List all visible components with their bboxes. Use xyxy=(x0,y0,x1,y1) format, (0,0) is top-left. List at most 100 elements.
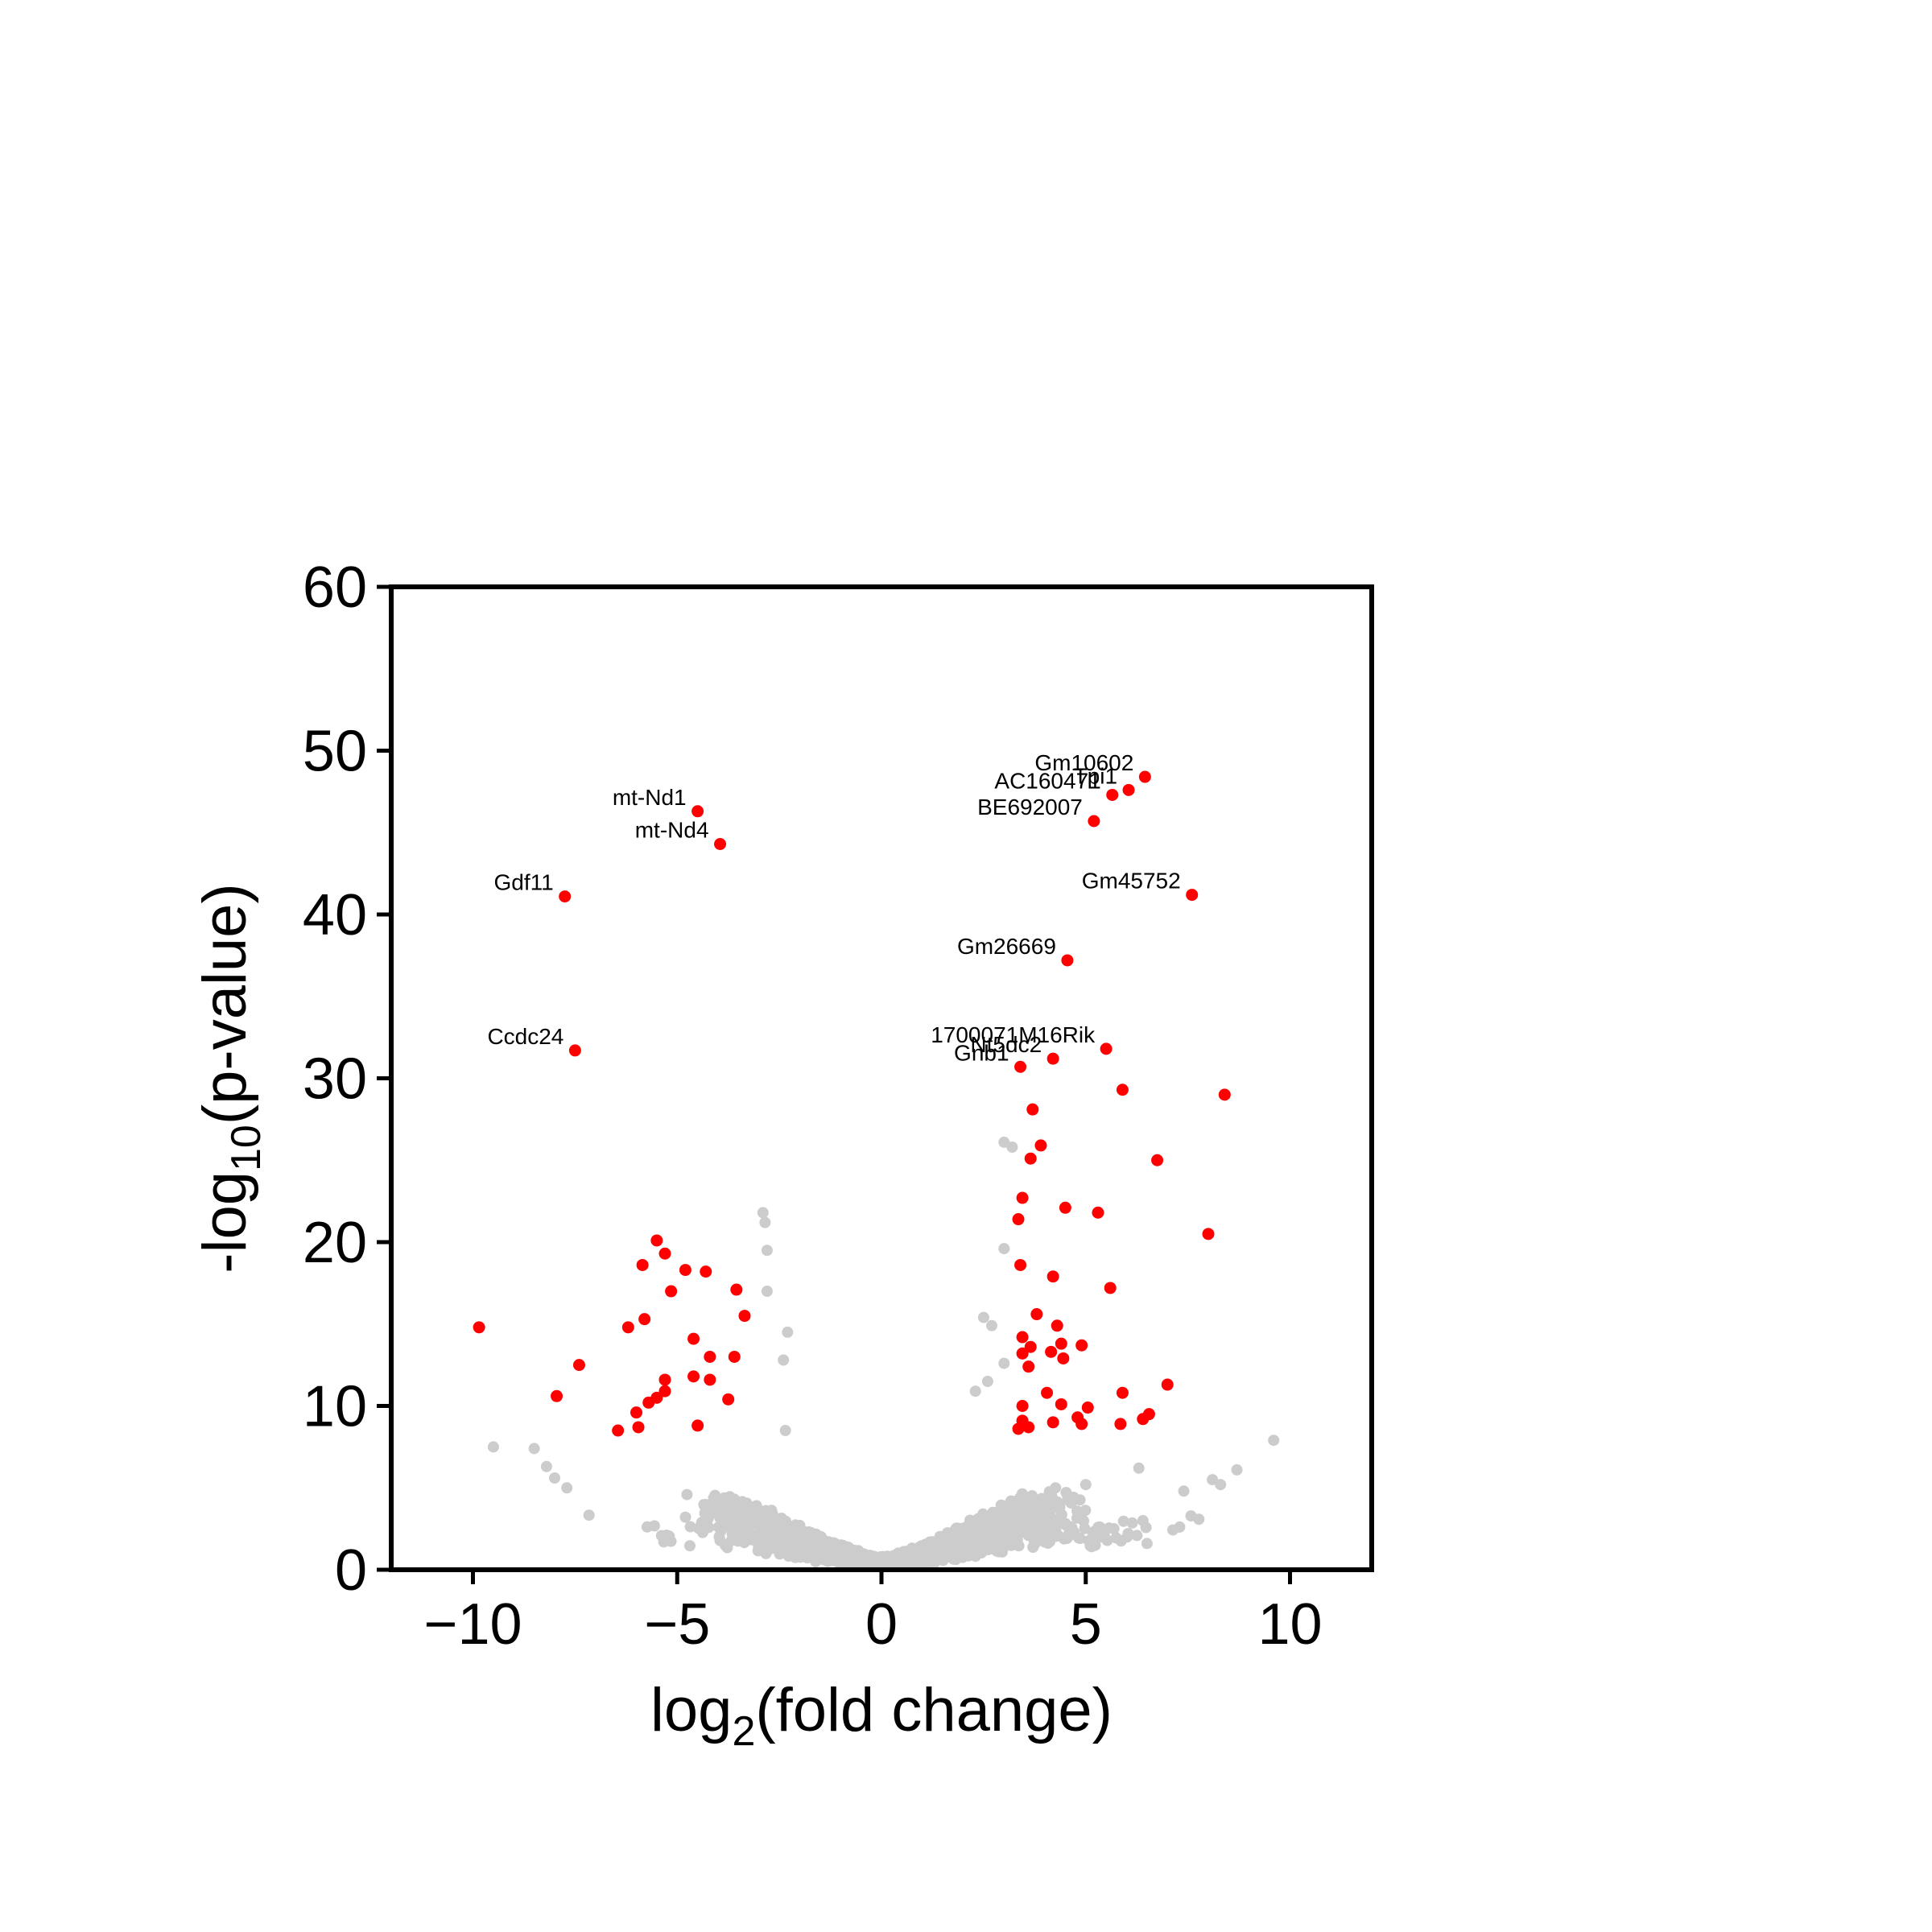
non-significant-point xyxy=(1268,1435,1280,1447)
non-significant-point xyxy=(968,1527,980,1539)
significant-point xyxy=(665,1285,678,1298)
non-significant-point xyxy=(998,1136,1010,1148)
non-significant-point xyxy=(774,1538,786,1550)
labeled-gene-point xyxy=(1046,1052,1059,1065)
non-significant-point xyxy=(868,1557,880,1569)
non-significant-point xyxy=(703,1507,715,1519)
significant-point xyxy=(658,1385,671,1397)
significant-point xyxy=(1024,1340,1037,1353)
labeled-gene-point xyxy=(559,890,572,903)
non-significant-point xyxy=(990,1534,1002,1546)
significant-point xyxy=(1046,1270,1059,1283)
non-significant-point xyxy=(1041,1506,1053,1518)
significant-point xyxy=(1041,1386,1054,1399)
significant-point xyxy=(704,1350,716,1363)
labeled-gene-point xyxy=(1122,783,1135,796)
gene-label: Tpi1 xyxy=(1074,763,1117,788)
non-significant-point xyxy=(757,1207,769,1219)
non-significant-point xyxy=(759,1216,771,1228)
gene-label: mt-Nd4 xyxy=(635,817,709,842)
non-significant-point xyxy=(980,1525,993,1538)
x-tick-label: 0 xyxy=(865,1592,898,1657)
non-significant-point xyxy=(851,1547,863,1559)
non-significant-point xyxy=(986,1319,997,1331)
significant-point xyxy=(1045,1345,1058,1358)
non-significant-point xyxy=(721,1509,733,1521)
significant-point xyxy=(1051,1319,1063,1332)
non-significant-point xyxy=(803,1526,815,1538)
significant-point xyxy=(1034,1139,1047,1152)
non-significant-point xyxy=(684,1540,696,1552)
significant-point xyxy=(1116,1386,1129,1399)
gene-label: mt-Nd1 xyxy=(613,785,687,810)
significant-point xyxy=(738,1310,751,1323)
labeled-gene-point xyxy=(1100,1042,1113,1055)
gene-label: Gnb1 xyxy=(954,1040,1009,1065)
significant-point xyxy=(612,1424,625,1437)
non-significant-point xyxy=(761,1286,773,1297)
non-significant-point xyxy=(786,1534,797,1546)
non-significant-point xyxy=(658,1536,670,1548)
non-significant-point xyxy=(1063,1530,1075,1542)
non-significant-point xyxy=(721,1542,733,1554)
significant-point xyxy=(642,1396,655,1409)
non-significant-point xyxy=(1185,1510,1197,1522)
non-significant-point xyxy=(769,1513,781,1525)
gene-label: Gdf11 xyxy=(493,870,553,895)
significant-point xyxy=(700,1265,712,1278)
gene-label: Gm26669 xyxy=(957,934,1056,959)
gene-label: BE692007 xyxy=(977,795,1083,819)
non-significant-point xyxy=(928,1557,940,1569)
non-significant-point xyxy=(540,1460,552,1472)
non-significant-point xyxy=(528,1443,540,1455)
non-significant-point xyxy=(761,1245,773,1257)
significant-point xyxy=(632,1421,645,1434)
non-significant-point xyxy=(583,1509,595,1521)
significant-point xyxy=(638,1313,651,1326)
non-significant-point xyxy=(1028,1538,1040,1550)
significant-point xyxy=(1024,1152,1037,1165)
significant-point xyxy=(1016,1191,1029,1204)
significant-point xyxy=(1161,1378,1174,1391)
non-significant-point xyxy=(1141,1538,1153,1550)
non-significant-point xyxy=(1048,1525,1060,1538)
significant-point xyxy=(1030,1308,1043,1321)
non-significant-point xyxy=(756,1513,768,1525)
non-significant-point xyxy=(782,1326,794,1338)
significant-point xyxy=(1055,1397,1067,1410)
non-significant-point xyxy=(1050,1482,1062,1494)
y-tick-label: 20 xyxy=(303,1211,367,1275)
non-significant-point xyxy=(714,1534,726,1546)
labeled-gene-point xyxy=(1088,815,1100,828)
significant-point xyxy=(1075,1418,1088,1430)
significant-points xyxy=(473,770,1231,1437)
non-significant-point xyxy=(1117,1515,1129,1527)
significant-point xyxy=(650,1234,663,1247)
significant-point xyxy=(1116,1084,1129,1096)
significant-point xyxy=(1012,1213,1025,1226)
non-significant-point xyxy=(1103,1522,1115,1534)
y-tick-label: 50 xyxy=(303,720,367,784)
non-significant-point xyxy=(1178,1485,1190,1497)
y-tick-label: 40 xyxy=(303,883,367,947)
significant-point xyxy=(658,1373,671,1386)
gene-label: Gm10602 xyxy=(1034,750,1133,775)
non-significant-point xyxy=(782,1521,795,1534)
non-significant-point xyxy=(937,1535,949,1547)
significant-point xyxy=(1114,1418,1127,1430)
non-significant-point xyxy=(1061,1520,1073,1532)
non-significant-point xyxy=(696,1526,708,1538)
non-significant-point xyxy=(1001,1517,1013,1529)
non-significant-point xyxy=(1006,1141,1018,1153)
significant-point xyxy=(630,1406,642,1419)
significant-point xyxy=(1151,1154,1164,1166)
significant-point xyxy=(1012,1422,1025,1435)
non-significant-point xyxy=(901,1554,913,1567)
y-tick-label: 60 xyxy=(303,555,367,620)
significant-point xyxy=(1022,1360,1035,1373)
non-significant-point xyxy=(1046,1496,1059,1509)
significant-point xyxy=(551,1389,564,1402)
x-axis-ticks: −10 −5 0 5 10 xyxy=(423,1570,1323,1657)
labeled-gene-point xyxy=(691,805,704,818)
